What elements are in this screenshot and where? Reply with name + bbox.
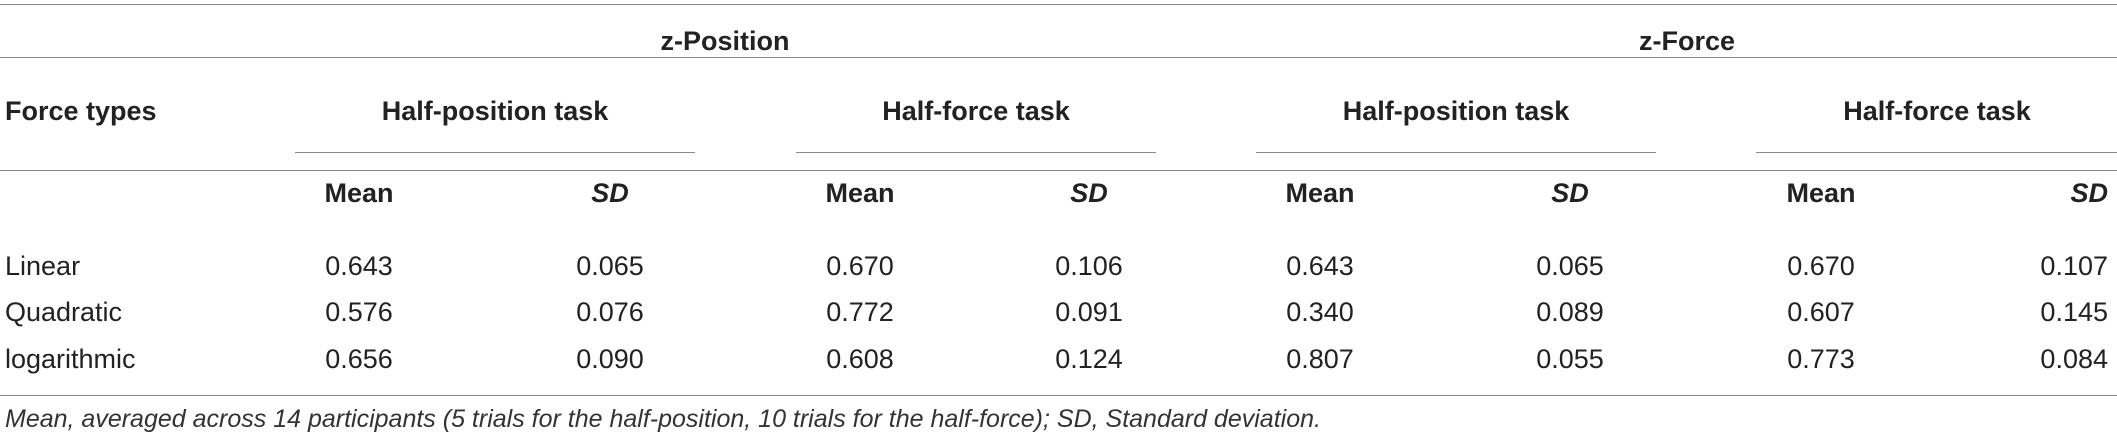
task-underline-3 — [1256, 152, 1656, 153]
table-cell: 0.643 — [1286, 251, 1354, 281]
table-cell: 0.670 — [826, 251, 894, 281]
row-label: logarithmic — [5, 344, 136, 374]
group-header-rule — [0, 57, 2117, 58]
table-cell: 0.576 — [325, 297, 393, 327]
col-header-mean-4: Mean — [1786, 178, 1856, 208]
table-bottom-rule — [0, 395, 2117, 396]
table-cell: 0.055 — [1536, 344, 1604, 374]
task-header-zpos-half-force: Half-force task — [882, 96, 1070, 126]
col-header-mean-3: Mean — [1285, 178, 1355, 208]
table-cell: 0.643 — [325, 251, 393, 281]
row-header-force-types: Force types — [5, 96, 157, 126]
table-cell: 0.065 — [1536, 251, 1604, 281]
task-underline-1 — [295, 152, 695, 153]
table-cell: 0.773 — [1787, 344, 1855, 374]
group-header-z-force: z-Force — [1638, 26, 1736, 56]
table-cell: 0.656 — [325, 344, 393, 374]
table-cell: 0.091 — [1055, 297, 1123, 327]
table-cell: 0.090 — [576, 344, 644, 374]
table-cell: 0.065 — [576, 251, 644, 281]
row-label: Linear — [5, 251, 81, 281]
table-cell: 0.607 — [1787, 297, 1855, 327]
task-header-zpos-half-position: Half-position task — [381, 96, 609, 126]
task-underline-4 — [1756, 152, 2117, 153]
col-header-mean-1: Mean — [324, 178, 394, 208]
table-cell: 0.084 — [2040, 344, 2108, 374]
col-header-mean-2: Mean — [825, 178, 895, 208]
table-cell: 0.089 — [1536, 297, 1604, 327]
table-cell: 0.076 — [576, 297, 644, 327]
table-cell: 0.340 — [1286, 297, 1354, 327]
col-header-sd-4: SD — [2070, 178, 2108, 208]
table-cell: 0.124 — [1055, 344, 1123, 374]
table-cell: 0.106 — [1055, 251, 1123, 281]
table-cell: 0.145 — [2040, 297, 2108, 327]
table-cell: 0.807 — [1286, 344, 1354, 374]
header-bottom-rule — [0, 170, 2117, 171]
table-cell: 0.608 — [826, 344, 894, 374]
table-cell: 0.772 — [826, 297, 894, 327]
group-header-z-position: z-Position — [660, 26, 790, 56]
table-cell: 0.107 — [2040, 251, 2108, 281]
task-header-zforce-half-force: Half-force task — [1843, 96, 2031, 126]
task-underline-2 — [796, 152, 1156, 153]
task-header-zforce-half-position: Half-position task — [1342, 96, 1570, 126]
table-top-rule — [0, 4, 2117, 5]
col-header-sd-1: SD — [591, 178, 629, 208]
col-header-sd-3: SD — [1551, 178, 1589, 208]
row-label: Quadratic — [5, 297, 123, 327]
col-header-sd-2: SD — [1070, 178, 1108, 208]
table-footnote: Mean, averaged across 14 participants (5… — [5, 405, 1321, 433]
table-cell: 0.670 — [1787, 251, 1855, 281]
